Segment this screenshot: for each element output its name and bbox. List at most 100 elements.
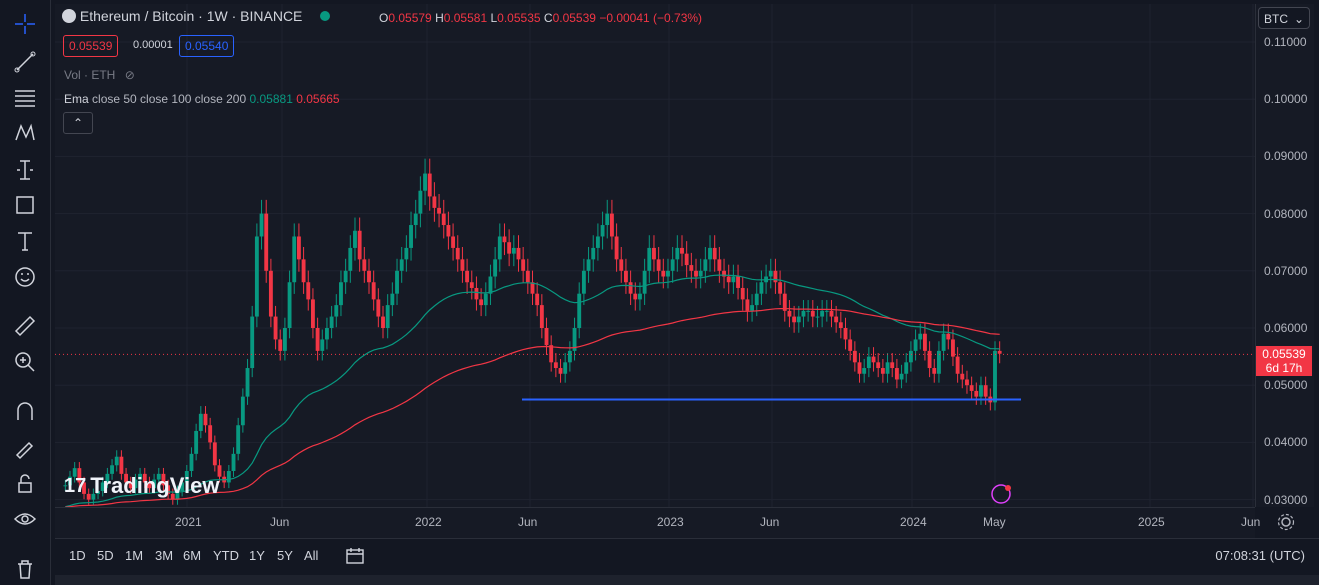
candle-body <box>296 236 301 260</box>
lock-icon[interactable] <box>9 468 41 500</box>
symbol-legend[interactable]: Ethereum / Bitcoin · 1W · BINANCE <box>62 8 331 24</box>
sell-price-button[interactable]: 0.05539 <box>63 35 119 57</box>
trash-icon[interactable] <box>9 553 41 585</box>
candle-body <box>516 247 521 260</box>
lock-drawing-icon[interactable] <box>9 432 41 464</box>
chart-pane[interactable] <box>55 4 1255 508</box>
candle-body <box>698 270 703 277</box>
candle-body <box>955 356 960 374</box>
tradingview-logo-icon: 17 <box>64 474 87 497</box>
candle-body <box>325 328 329 340</box>
candle-body <box>362 259 367 271</box>
candle-body <box>455 247 460 260</box>
candle-body <box>745 299 750 311</box>
currency-select[interactable]: BTC ⌄ <box>1258 7 1310 29</box>
candle-body <box>820 310 825 317</box>
candle-body <box>539 305 544 328</box>
range-button-5y[interactable]: 5Y <box>277 548 293 563</box>
axis-settings-gear-icon[interactable] <box>1276 512 1296 537</box>
time-tick-label: Jun <box>518 515 538 529</box>
range-button-1y[interactable]: 1Y <box>249 548 265 563</box>
range-button-all[interactable]: All <box>304 548 319 563</box>
candle-body <box>240 396 245 426</box>
price-tick-label: 0.05000 <box>1264 378 1308 393</box>
candle-body <box>694 270 698 277</box>
crosshair-icon[interactable] <box>9 8 41 40</box>
candle-body <box>68 476 72 486</box>
candle-body <box>226 471 231 483</box>
candle-body <box>469 282 474 288</box>
candle-body <box>315 328 320 351</box>
candle-body <box>857 362 862 374</box>
time-axis[interactable]: 2021 Jun 2022 Jun 2023 Jun 2024 May 2025 Jun <box>55 507 1260 538</box>
candle-body <box>558 368 563 374</box>
candle-body <box>147 482 152 489</box>
candle-body <box>413 213 418 226</box>
fib-retracement-icon[interactable] <box>9 82 41 114</box>
range-button-ytd[interactable]: YTD <box>213 548 239 563</box>
candle-body <box>301 259 306 283</box>
candle-body <box>600 225 605 237</box>
candle-body <box>656 259 661 271</box>
candle-body <box>993 350 997 403</box>
candle-body <box>268 270 273 317</box>
text-icon[interactable] <box>9 225 41 257</box>
eye-icon[interactable] <box>9 503 41 535</box>
candle-body <box>549 345 554 363</box>
ema-indicator-legend[interactable]: Ema close 50 close 100 close 200 0.05881… <box>64 92 340 106</box>
candle-body <box>161 473 166 486</box>
shapes-icon[interactable] <box>9 189 41 221</box>
candle-body <box>913 339 918 351</box>
time-tick-label: 2022 <box>415 515 442 529</box>
candle-body <box>623 270 628 283</box>
candle-body <box>708 247 712 260</box>
candle-body <box>936 350 941 374</box>
candle-body <box>759 282 764 294</box>
collapse-legend-button[interactable]: ⌃ <box>63 112 93 134</box>
candle-body <box>647 247 652 271</box>
zoom-in-icon[interactable] <box>9 346 41 378</box>
candle-body <box>675 247 680 260</box>
magnet-icon[interactable] <box>9 396 41 428</box>
buy-price-button[interactable]: 0.05540 <box>179 35 235 57</box>
price-axis[interactable]: 0.11000 0.10000 0.09000 0.08000 0.07000 0.060… <box>1255 4 1314 507</box>
candle-body <box>535 293 540 306</box>
time-tick-label: 2025 <box>1138 515 1165 529</box>
candle-body <box>525 270 530 283</box>
projection-icon[interactable] <box>9 154 41 186</box>
range-button-6m[interactable]: 6M <box>183 548 202 563</box>
candle-body <box>404 247 409 260</box>
candle-body <box>652 247 656 260</box>
candle-body <box>371 282 376 300</box>
candle-body <box>974 390 979 397</box>
candle-body <box>367 270 371 283</box>
volume-indicator-legend[interactable]: Vol · ETH ⊘ <box>64 68 135 82</box>
go-to-date-icon[interactable] <box>345 547 365 570</box>
ruler-icon[interactable] <box>9 310 41 342</box>
candle-body <box>231 453 236 471</box>
candle-body <box>890 362 895 369</box>
range-button-5d[interactable]: 5D <box>97 548 114 563</box>
candle-body <box>806 310 811 312</box>
candle-body <box>778 282 783 294</box>
range-button-1m[interactable]: 1M <box>125 548 144 563</box>
candle-body <box>614 236 619 260</box>
candle-body <box>703 259 708 271</box>
candle-body <box>572 328 577 351</box>
candle-body <box>866 356 871 369</box>
utc-clock[interactable]: 07:08:31 (UTC) <box>1215 548 1305 563</box>
price-tick-label: 0.11000 <box>1264 35 1307 49</box>
candle-body <box>876 362 881 369</box>
candle-body <box>77 468 82 483</box>
hidden-eye-icon[interactable]: ⊘ <box>124 68 135 82</box>
range-button-1d[interactable]: 1D <box>69 548 86 563</box>
candle-body <box>918 333 923 340</box>
emoji-icon[interactable] <box>9 261 41 293</box>
chart-canvas[interactable] <box>55 4 1255 508</box>
symbol-title: Ethereum / Bitcoin · 1W · BINANCE <box>79 8 303 24</box>
time-tick-label: May <box>983 515 1006 529</box>
trend-line-icon[interactable] <box>9 46 41 78</box>
pattern-icon[interactable] <box>9 117 41 149</box>
range-button-3m[interactable]: 3M <box>155 548 174 563</box>
candle-body <box>983 385 988 397</box>
